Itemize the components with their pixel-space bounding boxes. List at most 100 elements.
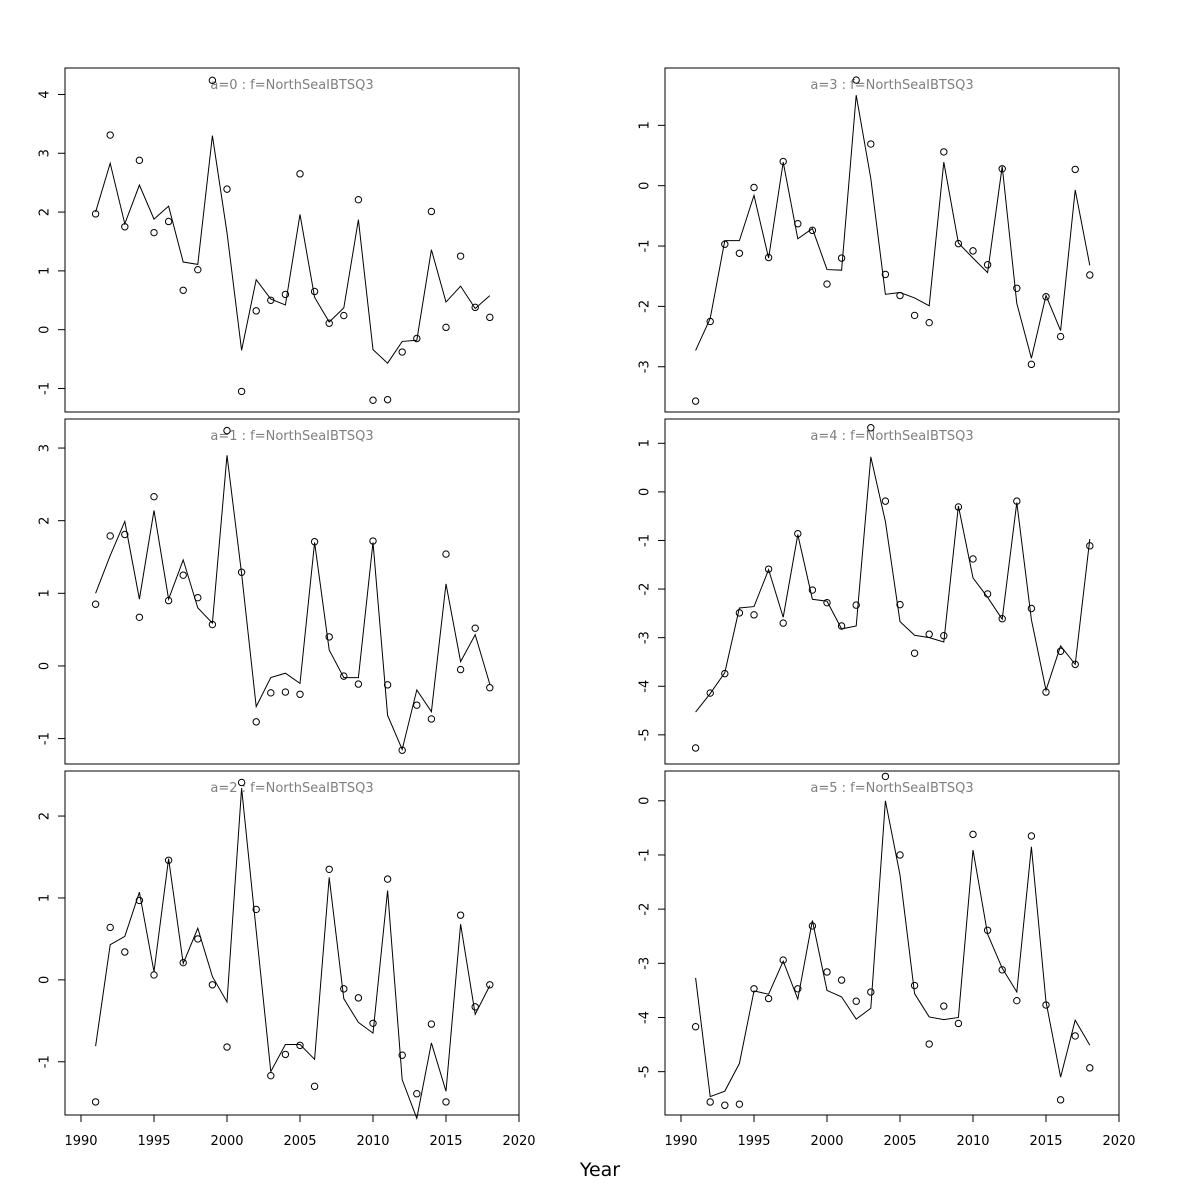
observed-point [779,956,787,964]
observed-point [427,1020,436,1028]
x-tick-label: 1990 [664,1134,697,1149]
y-tick-label: 2 [38,812,53,820]
observed-point [106,532,114,540]
observed-point [223,1043,231,1051]
observed-point [910,981,919,990]
observed-point [296,1041,304,1050]
observed-point [925,1040,933,1048]
observed-point [91,600,100,608]
y-tick-label: -4 [638,1011,653,1024]
x-tick-label: 2005 [883,1134,916,1149]
fitted-line [95,788,491,1121]
observed-point [413,701,421,709]
observed-point [954,1019,963,1028]
observed-point [764,994,773,1003]
x-tick-label: 2000 [810,1134,843,1149]
observed-point [1086,271,1094,279]
observed-point [881,772,890,781]
observed-point [135,156,144,165]
observed-point [750,611,758,619]
y-tick-label: -1 [638,848,653,861]
y-tick-label: -2 [638,903,653,916]
observed-point [471,303,479,312]
y-tick-label: -5 [638,728,653,741]
observed-point [179,958,187,967]
panel-title: a=5 : f=NorthSeaIBTSQ3 [810,781,973,796]
observed-point [252,905,260,914]
y-tick-label: 1 [638,121,653,129]
observed-point [1071,165,1079,174]
y-tick-label: 1 [38,267,53,275]
observed-point [706,1098,714,1106]
observed-point [296,170,304,178]
observed-point [281,290,290,299]
observed-point [237,778,246,787]
observed-point [969,555,977,563]
observed-point [764,253,773,262]
observed-point [427,715,436,723]
y-tick-label: -3 [638,957,653,970]
observed-point [252,718,260,726]
observed-point [691,397,700,405]
y-tick-label: -2 [638,300,653,313]
observed-point [442,550,450,558]
y-tick-label: 4 [38,90,53,98]
observed-point [340,672,348,680]
observed-point [106,131,114,139]
fitted-line [695,456,1091,713]
observed-point [106,923,114,932]
x-tick-label: 2005 [283,1134,316,1149]
panel-title: a=1 : f=NorthSeaIBTSQ3 [210,429,373,444]
y-tick-label: 1 [638,439,653,447]
x-tick-label: 2015 [1029,1134,1062,1149]
panel-title: a=4 : f=NorthSeaIBTSQ3 [810,429,973,444]
observed-point [281,1050,290,1059]
observed-point [223,426,231,435]
observed-point [179,571,187,579]
observed-point [150,971,158,979]
observed-point [223,185,231,193]
panel-1: a=3 : f=NorthSeaIBTSQ3 -3 -2 -1 0 1 [638,67,1120,413]
observed-point [486,313,494,322]
observed-point [867,424,875,432]
observed-point [281,688,290,696]
observed-point [823,968,831,976]
observed-point [383,875,392,883]
fitted-line [95,455,491,752]
observed-point [179,286,187,294]
panel-5: a=5 : f=NorthSeaIBTSQ3 -5 -4 -3 -2 -1 0 1990 199… [638,770,1136,1149]
observed-point [325,633,333,641]
observed-point [398,348,406,356]
panel-3: a=4 : f=NorthSeaIBTSQ3 -5 -4 -3 -2 -1 0 1 [638,418,1120,765]
observed-point [837,976,846,984]
observed-point [881,270,890,279]
x-tick-label: 2000 [210,1134,243,1149]
observed-point [808,922,817,930]
panel-2: a=1 : f=NorthSeaIBTSQ3 -1 0 1 2 3 [38,418,520,765]
y-tick-label: -4 [638,680,653,693]
observed-point [896,600,904,609]
observed-point [121,948,129,956]
observed-point [823,598,831,607]
panel-frame [64,418,520,765]
observed-point [456,911,465,919]
observed-point [1027,604,1036,613]
observed-point [808,586,817,594]
observed-point [208,76,217,85]
observed-point [325,319,333,327]
observed-point [369,396,377,404]
observed-point [486,684,494,692]
observed-point [691,744,700,752]
x-tick-label: 1995 [137,1134,170,1149]
x-tick-label: 2020 [502,1134,535,1149]
observed-point [823,280,831,288]
y-tick-label: -1 [38,382,53,395]
panel-title: a=2 : f=NorthSeaIBTSQ3 [210,781,373,796]
fitted-line [695,800,1091,1098]
x-tick-label: 2015 [429,1134,462,1149]
y-tick-label: 0 [638,488,653,496]
observed-point [735,249,744,257]
y-tick-label: 1 [38,894,53,902]
